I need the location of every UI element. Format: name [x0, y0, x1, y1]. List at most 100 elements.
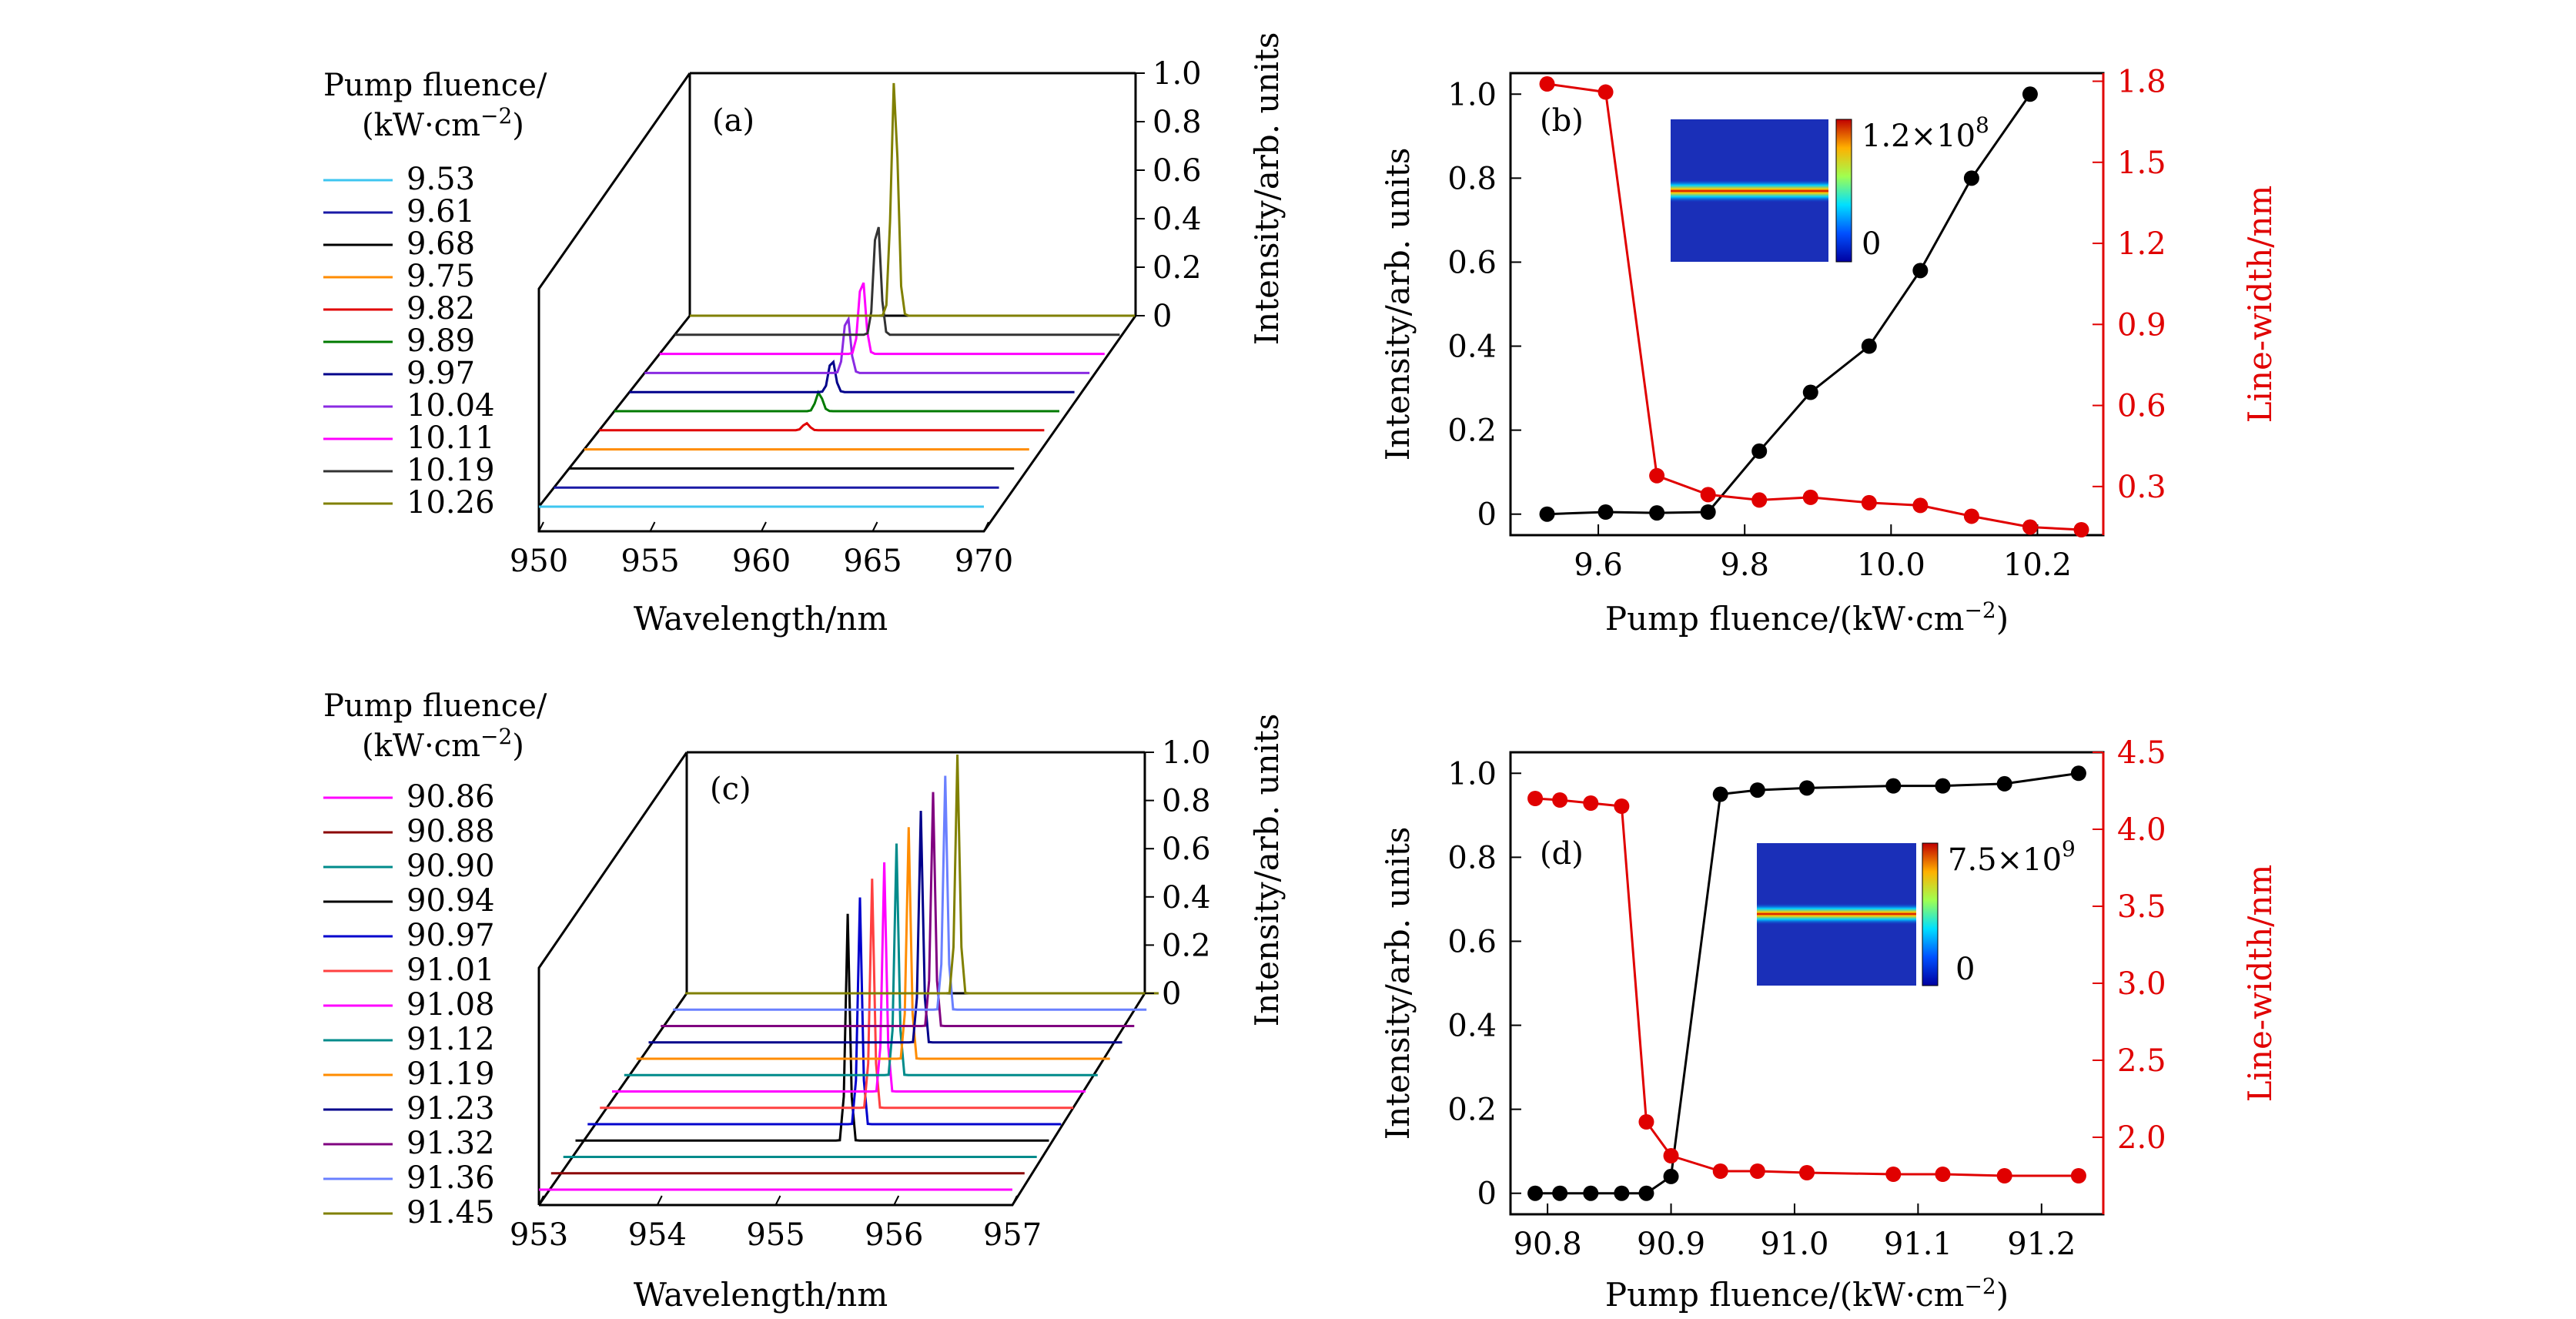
z-tick-label: 0.8 [1153, 105, 1202, 140]
legend-label: 10.19 [406, 453, 495, 488]
spectrum-line-9.97 [629, 360, 1075, 393]
legend-label: 10.11 [406, 420, 495, 456]
z-tick-label: 0.6 [1162, 832, 1211, 867]
linewidth-point [2022, 519, 2038, 535]
x-tick-label: 955 [621, 544, 679, 579]
legend-label: 90.94 [406, 883, 495, 919]
y-tick-label: 0.4 [1447, 330, 1497, 365]
linewidth-point [2073, 521, 2089, 537]
z-axis-label: Intensity/arb. units [1248, 32, 1286, 346]
x-tick-label: 10.0 [1857, 547, 1925, 583]
panel-a-legend: Pump fluence/ (kW·cm−2) 9.539.619.689.75… [323, 68, 547, 521]
linewidth-point [1583, 795, 1599, 811]
legend-label: 91.08 [406, 987, 495, 1023]
legend-label: 91.19 [406, 1056, 495, 1092]
z-tick-label: 0.6 [1153, 153, 1202, 189]
x-tick [538, 1195, 544, 1206]
linewidth-point [1861, 494, 1877, 511]
linewidth-point [1749, 1163, 1765, 1179]
y2-tick-label: 3.5 [2117, 889, 2166, 925]
linewidth-point [2070, 1168, 2086, 1183]
legend-label: 10.26 [406, 485, 495, 521]
x-tick-label: 957 [983, 1217, 1042, 1253]
z-tick-label: 0.4 [1162, 880, 1211, 916]
legend-label: 90.90 [406, 849, 495, 884]
x-tick-label: 9.8 [1720, 547, 1769, 583]
z-tick-label: 1.0 [1153, 56, 1202, 92]
panel-label: (d) [1540, 836, 1584, 872]
x-axis-label: Wavelength/nm [634, 1276, 888, 1314]
y-axis-label: Intensity/arb. units [1379, 827, 1417, 1140]
panel-b-plot: (b) 9.6 9.8 10.0 10.2 0 0.2 0.4 0.6 0.8 1.0 0.3 0.6… [1379, 65, 2279, 638]
intensity-series-line [1547, 93, 2032, 516]
y-tick-label: 0.8 [1447, 840, 1497, 875]
x-tick-label: 956 [865, 1217, 923, 1253]
legend-label: 90.97 [406, 918, 495, 953]
intensity-point [1996, 775, 2012, 792]
y2-tick-label: 1.8 [2117, 65, 2166, 100]
legend-label: 91.32 [406, 1126, 495, 1161]
legend-title-unit: (kW·cm−2) [362, 103, 524, 143]
z-tick-label: 0.2 [1153, 250, 1202, 286]
intensity-point [1700, 504, 1716, 520]
z-tick-label: 0.8 [1162, 784, 1211, 819]
y2-tick-label: 0.9 [2117, 307, 2166, 343]
legend-label: 91.01 [406, 952, 495, 988]
intensity-point [2022, 86, 2038, 102]
y2-tick-label: 3.0 [2117, 966, 2166, 1002]
y-tick-label: 0 [1477, 497, 1497, 533]
legend-title-unit: (kW·cm−2) [362, 724, 524, 764]
floor-right-edge [537, 315, 1137, 533]
left-wall [537, 72, 691, 507]
back-wall [685, 752, 1145, 995]
y-tick-label: 0.4 [1447, 1009, 1497, 1044]
x-tick [761, 521, 767, 532]
colorbar-max: 7.5×109 [1948, 836, 2076, 878]
x-tick-label: 965 [843, 544, 902, 579]
y2-tick-label: 4.0 [2117, 812, 2166, 848]
intensity-point [1749, 782, 1765, 798]
spectrum-line-91.19 [636, 827, 1110, 1060]
inset-beam [1671, 179, 1828, 203]
spectrum-line-90.97 [587, 897, 1062, 1126]
legend-label: 9.53 [406, 162, 475, 197]
legend-title: Pump fluence/ [323, 688, 547, 724]
intensity-point [1638, 1185, 1654, 1201]
intensity-point [1552, 1185, 1568, 1201]
linewidth-point [1527, 791, 1544, 806]
inset-beam [1757, 903, 1916, 925]
intensity-point [1912, 263, 1929, 279]
x-tick [1012, 1195, 1018, 1206]
y2-tick-label: 4.5 [2117, 735, 2166, 771]
intensity-point [1861, 338, 1877, 354]
x-tick-label: 953 [510, 1217, 568, 1253]
y2-tick-label: 2.5 [2117, 1043, 2166, 1079]
spectrum-line-91.32 [661, 792, 1135, 1027]
intensity-point [1712, 786, 1728, 802]
x-tick-label: 91.1 [1884, 1227, 1952, 1262]
x-tick-label: 950 [510, 544, 568, 579]
legend-label: 91.12 [406, 1022, 495, 1057]
legend-label: 91.36 [406, 1160, 495, 1196]
spectrum-line-9.82 [599, 421, 1045, 432]
x-axis-label: Pump fluence/(kW·cm−2) [1605, 598, 2009, 638]
intensity-point [1597, 504, 1614, 520]
intensity-point [1751, 443, 1768, 459]
z-tick-label: 0 [1153, 299, 1172, 334]
intensity-point [1527, 1185, 1544, 1201]
linewidth-point [1963, 508, 1979, 524]
x-tick [983, 521, 989, 532]
x-tick [893, 1195, 900, 1206]
legend-entries: 9.539.619.689.759.829.899.9710.0410.1110… [323, 162, 495, 521]
legend-label: 90.86 [406, 779, 495, 815]
panel-c-waterfall: Pump fluence/ (kW·cm−2) 90.8690.8890.909… [323, 688, 1286, 1314]
linewidth-point [1638, 1114, 1654, 1130]
linewidth-point [1935, 1167, 1951, 1182]
spectrum-line-91.23 [648, 810, 1122, 1044]
y-tick-label: 0.2 [1447, 413, 1497, 449]
colorbar-min: 0 [1862, 226, 1881, 262]
x-tick [774, 1195, 781, 1206]
z-tick-label: 0.4 [1153, 202, 1202, 237]
x-tick [656, 1195, 663, 1206]
